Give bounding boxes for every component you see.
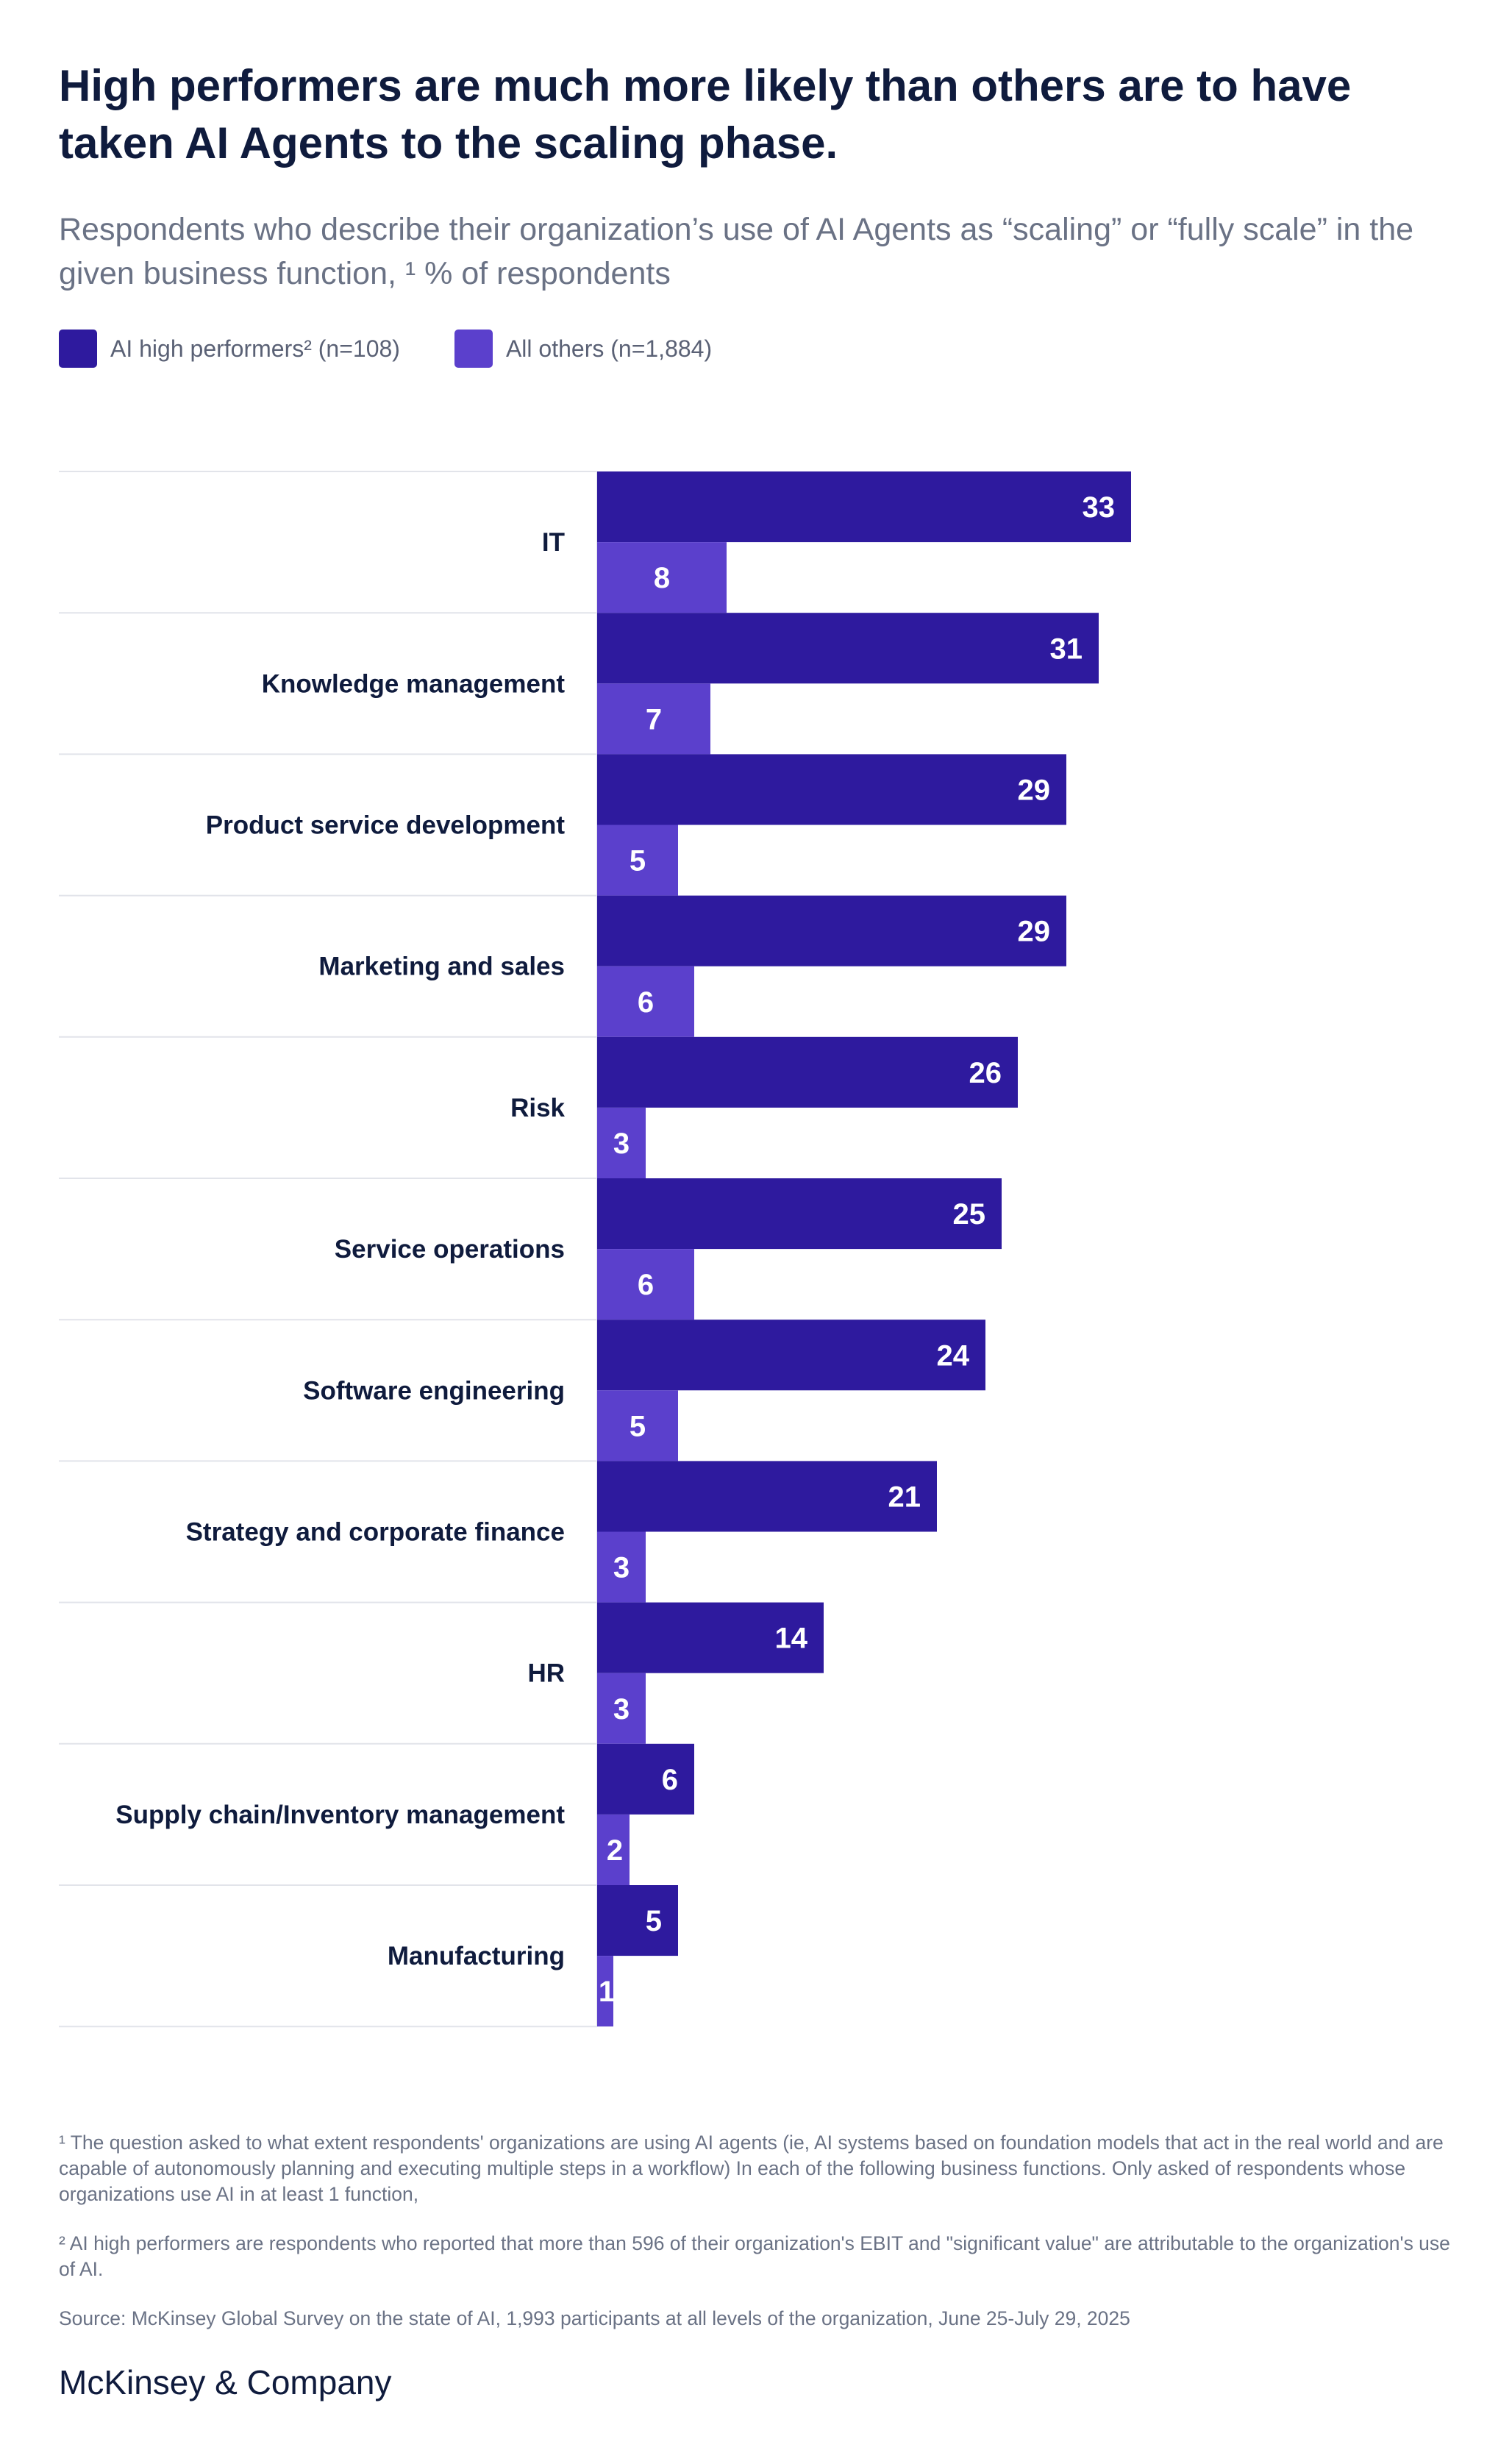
bar-high-performers (597, 613, 1099, 684)
data-label-all-others: 5 (630, 1410, 646, 1442)
category-label: Strategy and corporate finance (186, 1518, 565, 1547)
bar-all-others (597, 966, 694, 1037)
bar-high-performers (597, 1320, 985, 1391)
bar-all-others (597, 1814, 630, 1885)
category-label: Marketing and sales (318, 953, 565, 981)
bar-high-performers (597, 471, 1131, 543)
legend-swatch-high-performers (59, 330, 97, 368)
data-label-high-performers: 5 (646, 1905, 662, 1937)
data-label-all-others: 5 (630, 845, 646, 877)
footnote-2: ² AI high performers are respondents who… (59, 2232, 1450, 2280)
data-label-high-performers: 25 (953, 1198, 986, 1231)
bar-high-performers (597, 1602, 824, 1673)
data-label-high-performers: 29 (1018, 916, 1051, 948)
data-label-high-performers: 24 (937, 1339, 970, 1372)
legend-label-high-performers: AI high performers² (n=108) (110, 335, 400, 362)
bar-high-performers (597, 1885, 678, 1956)
bar-all-others (597, 1531, 646, 1603)
bar-all-others (597, 1956, 613, 2027)
data-label-all-others: 3 (613, 1128, 630, 1160)
bar-all-others (597, 1249, 694, 1320)
category-label: Product service development (206, 811, 566, 840)
data-label-all-others: 6 (638, 1269, 654, 1301)
bar-high-performers (597, 1036, 1018, 1108)
legend-item-high-performers: AI high performers² (n=108) (59, 330, 400, 368)
category-label: Risk (510, 1094, 565, 1122)
bar-all-others (597, 1107, 646, 1178)
data-label-all-others: 6 (638, 986, 654, 1019)
source-note: Source: McKinsey Global Survey on the st… (59, 2307, 1130, 2329)
footnote-1: ¹ The question asked to what extent resp… (59, 2132, 1444, 2205)
bar-high-performers (597, 895, 1066, 966)
category-label: Supply chain/Inventory management (115, 1801, 565, 1829)
legend-swatch-all-others (454, 330, 493, 368)
data-label-high-performers: 26 (969, 1057, 1002, 1089)
legend-label-all-others: All others (n=1,884) (505, 335, 713, 362)
legend: AI high performers² (n=108) All others (… (59, 330, 766, 368)
category-label: Software engineering (303, 1376, 565, 1405)
category-label: Knowledge management (262, 669, 566, 698)
bar-all-others (597, 1390, 678, 1461)
bar-high-performers (597, 754, 1066, 825)
data-label-high-performers: 31 (1050, 633, 1083, 665)
footnotes: ¹ The question asked to what extent resp… (59, 2130, 1456, 2355)
data-label-all-others: 3 (613, 1552, 630, 1584)
data-label-all-others: 7 (646, 703, 662, 736)
data-label-all-others: 1 (599, 1976, 615, 2008)
chart-subtitle: Respondents who describe their organizat… (59, 212, 1414, 291)
category-label: IT (542, 528, 565, 557)
data-label-high-performers: 21 (888, 1481, 921, 1513)
bar-all-others (597, 542, 727, 613)
bar-high-performers (597, 1178, 1002, 1250)
data-label-high-performers: 6 (662, 1764, 678, 1796)
brand-logo-text: McKinsey & Company (59, 2363, 392, 2401)
chart-title: High performers are much more likely tha… (59, 61, 1352, 168)
bar-all-others (597, 1673, 646, 1744)
category-label: Service operations (335, 1235, 565, 1264)
data-label-high-performers: 33 (1083, 491, 1116, 524)
data-label-all-others: 8 (654, 562, 670, 594)
bar-all-others (597, 825, 678, 896)
data-label-high-performers: 29 (1018, 774, 1051, 806)
bar-all-others (597, 683, 710, 755)
category-label: HR (527, 1659, 565, 1688)
data-label-all-others: 3 (613, 1693, 630, 1726)
bar-high-performers (597, 1743, 694, 1815)
bar-high-performers (597, 1461, 937, 1532)
data-label-high-performers: 14 (775, 1623, 808, 1655)
data-label-all-others: 2 (607, 1834, 623, 1867)
legend-item-all-others: All others (n=1,884) (454, 330, 712, 368)
category-label: Manufacturing (388, 1942, 565, 1970)
